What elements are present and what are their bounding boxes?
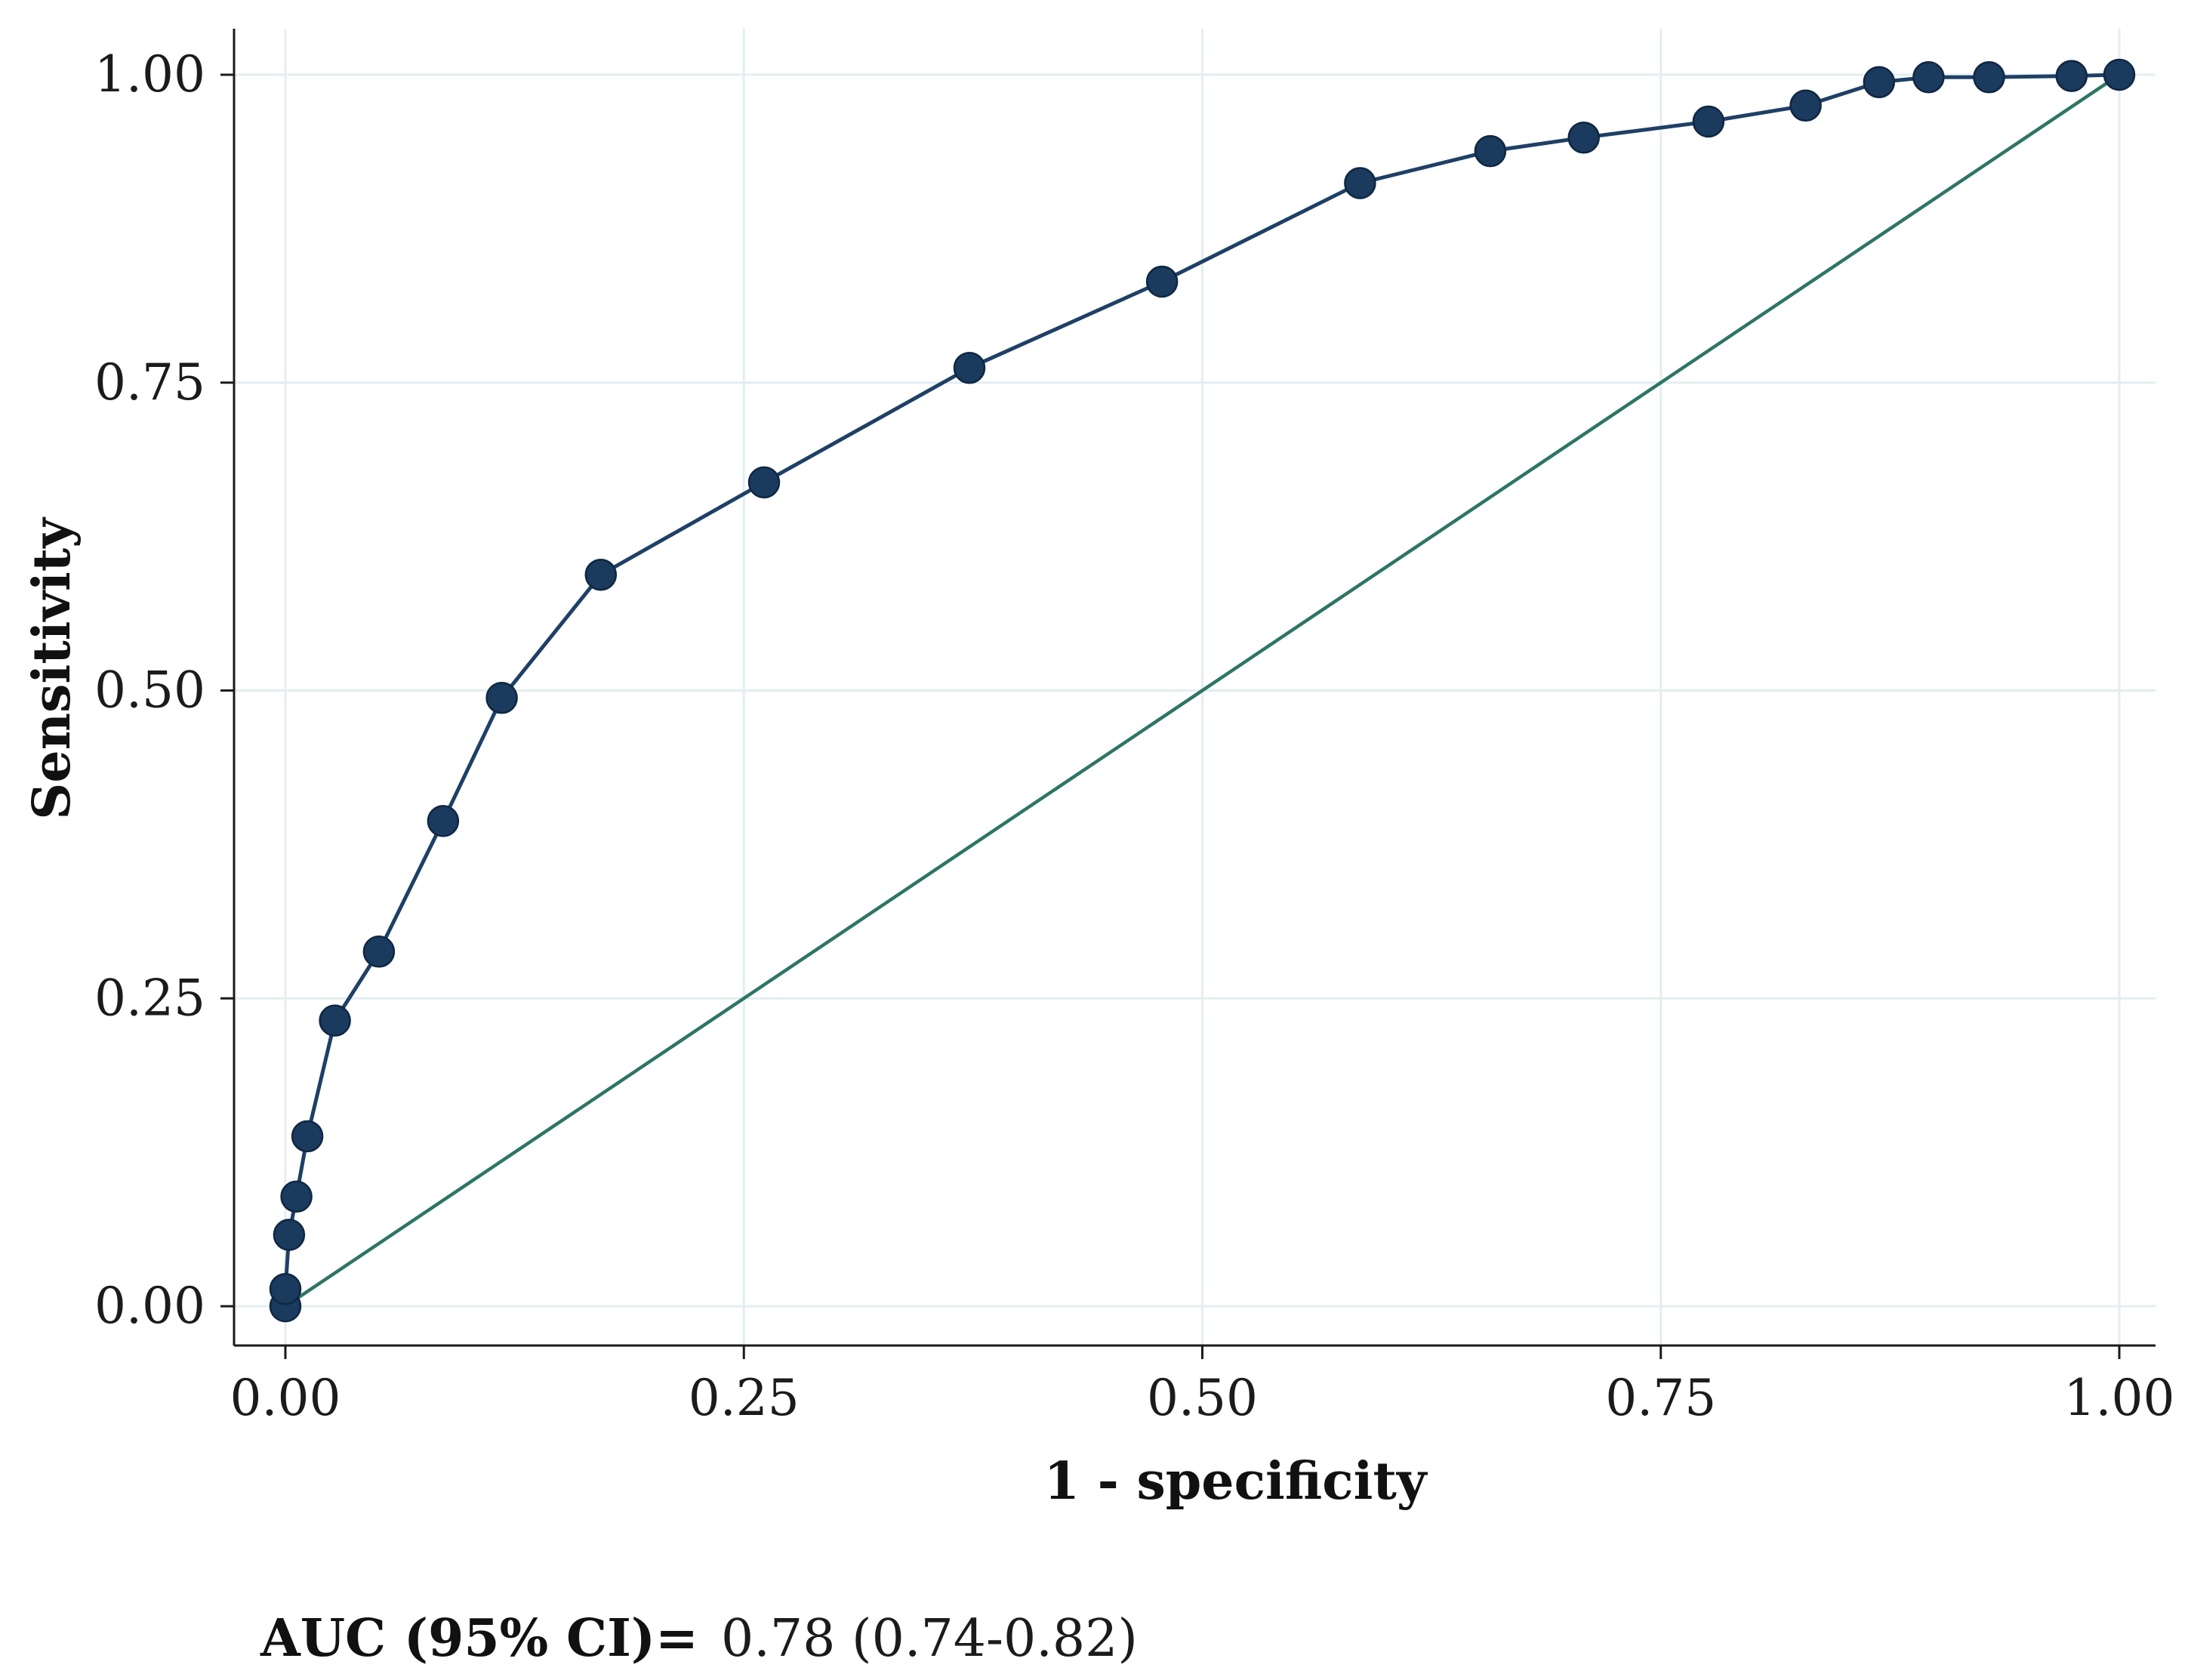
roc-point-1 — [269, 1272, 302, 1305]
x-tick-label-1: 0.25 — [689, 1369, 800, 1427]
roc-point-16 — [1692, 105, 1725, 138]
y-tick-label-1: 0.25 — [94, 969, 205, 1027]
axes — [220, 29, 2156, 1359]
y-tick-label-3: 0.75 — [94, 353, 205, 412]
y-tick-label-2: 0.50 — [94, 661, 205, 720]
auc-label: AUC (95% CI)= — [260, 1608, 698, 1669]
x-tick-label-3: 0.75 — [1605, 1369, 1716, 1427]
x-tick-label-0: 0.00 — [230, 1369, 341, 1427]
roc-point-22 — [2103, 58, 2136, 91]
roc-point-7 — [427, 805, 460, 837]
roc-point-3 — [280, 1180, 313, 1213]
y-tick-label-0: 0.00 — [94, 1277, 205, 1335]
y-tick-label-4: 1.00 — [94, 45, 205, 103]
reference-line-group — [283, 72, 2122, 1309]
roc-point-4 — [291, 1120, 324, 1153]
roc-point-17 — [1789, 89, 1822, 122]
roc-point-9 — [584, 558, 618, 591]
roc-point-15 — [1567, 121, 1600, 154]
roc-point-14 — [1474, 134, 1507, 168]
roc-point-11 — [953, 351, 986, 384]
x-tick-label-4: 1.00 — [2064, 1369, 2175, 1427]
roc-point-13 — [1344, 167, 1376, 199]
roc-point-18 — [1863, 66, 1896, 99]
grid-lines — [234, 29, 2156, 1346]
tick-labels: 0.00 0.25 0.50 0.75 1.00 0.00 0.25 0.50 0.75 1.00 — [94, 45, 2174, 1427]
roc-point-19 — [1912, 61, 1945, 94]
roc-point-10 — [747, 466, 781, 499]
roc-point-21 — [2055, 60, 2088, 92]
roc-point-8 — [485, 682, 518, 714]
y-axis-title: Sensitivity — [22, 516, 82, 820]
roc-point-6 — [362, 936, 396, 968]
roc-point-12 — [1145, 265, 1179, 298]
x-tick-label-2: 0.50 — [1147, 1369, 1258, 1427]
roc-point-2 — [273, 1219, 306, 1251]
roc-points — [269, 58, 2136, 1323]
reference-diagonal-line — [283, 72, 2122, 1309]
roc-point-5 — [319, 1004, 351, 1037]
auc-annotation: AUC (95% CI)= 0.78 (0.74-0.82) — [260, 1608, 1138, 1669]
auc-value: 0.78 (0.74-0.82) — [721, 1609, 1138, 1669]
roc-point-20 — [1973, 61, 2005, 94]
x-axis-title: 1 - specificity — [1044, 1451, 1428, 1512]
